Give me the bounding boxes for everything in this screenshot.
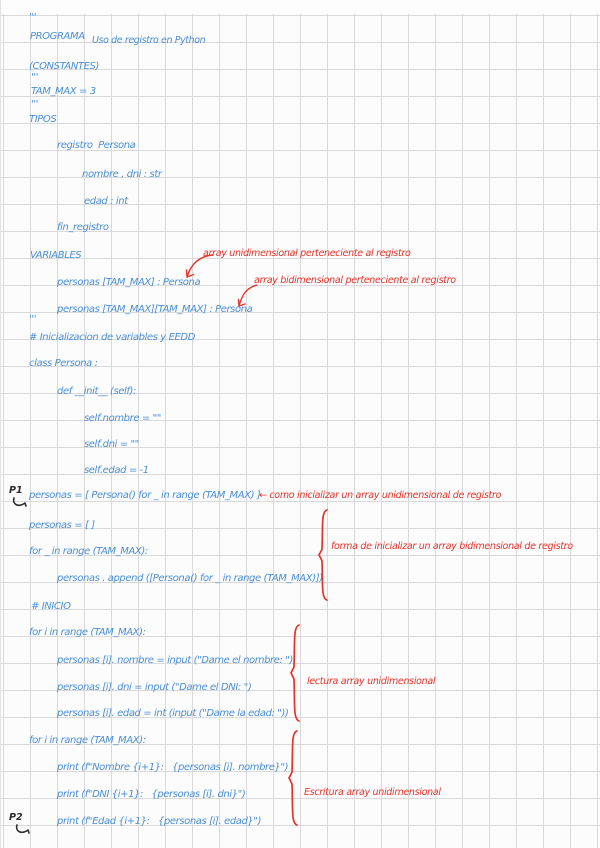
handwritten-code-line: personas [i]. nombre = input ("Dame el n… <box>57 655 293 666</box>
handwritten-code-line: personas = [ ] <box>29 520 95 531</box>
margin-marker-p2: P2 <box>9 812 23 823</box>
handwritten-code-line: self.dni = "" <box>84 439 139 450</box>
red-annotation: array bidimensional perteneciente al reg… <box>254 275 456 286</box>
swoosh-icon <box>12 497 27 507</box>
handwritten-code-line: TIPOS <box>29 114 57 125</box>
handwritten-code-line: personas [i]. dni = input ("Dame el DNI:… <box>57 682 252 693</box>
handwritten-code-line: class Persona : <box>29 358 98 369</box>
handwritten-code-line: print (f"Edad {i+1}: {personas [i]. edad… <box>57 816 262 827</box>
red-annotation: forma de inicializar un array bidimensio… <box>331 541 573 552</box>
handwritten-code-line: registro Persona <box>57 140 136 151</box>
handwritten-code-line: def __init__ (self): <box>57 386 137 397</box>
brace-icon <box>288 730 298 826</box>
handwritten-code-line: Uso de registro en Python <box>92 35 206 46</box>
handwritten-code-line: ''' <box>31 99 39 110</box>
handwritten-code-line: personas [TAM_MAX][TAM_MAX] : Persona <box>57 304 253 315</box>
brace-icon <box>318 509 328 601</box>
handwritten-code-line: # Inicializacion de variables y EEDD <box>29 332 196 343</box>
curved-arrow-icon <box>237 284 258 307</box>
curved-arrow-icon <box>185 254 214 278</box>
red-annotation: lectura array unidimensional <box>307 676 436 687</box>
handwritten-code-line: nombre , dni : str <box>82 169 162 180</box>
handwritten-code-line: print (f"Nombre {i+1}: {personas [i]. no… <box>57 762 289 773</box>
handwritten-code-line: for i in range (TAM_MAX): <box>29 627 146 638</box>
handwritten-code-line: print (f"DNI {i+1}: {personas [i]. dni}"… <box>57 789 246 800</box>
handwritten-code-line: for _ in range (TAM_MAX): <box>29 546 148 557</box>
handwritten-code-line: self.nombre = "" <box>84 413 162 424</box>
brace-icon <box>290 624 300 722</box>
handwritten-code-line: ''' <box>29 12 37 23</box>
red-annotation: ← como inicializar un array unidimension… <box>259 490 502 501</box>
handwritten-code-line: edad : int <box>84 196 128 207</box>
handwritten-code-line: personas [i]. edad = int (input ("Dame l… <box>57 708 289 719</box>
handwritten-code-line: ''' <box>29 314 37 325</box>
page-top-margin <box>1 0 600 14</box>
handwritten-code-line: for i in range (TAM_MAX): <box>29 735 146 746</box>
handwritten-code-line: self.edad = -1 <box>84 465 149 476</box>
handwritten-code-line: ''' <box>31 72 39 83</box>
swoosh-icon <box>15 824 30 834</box>
handwritten-code-line: personas . append ([Persona() for _ in r… <box>57 573 323 584</box>
red-annotation: Escritura array unidimensional <box>304 787 441 798</box>
handwritten-code-line: (CONSTANTES) <box>29 61 99 72</box>
handwritten-code-line: VARIABLES <box>30 250 82 261</box>
handwritten-code-line: # INICIO <box>31 601 71 612</box>
margin-marker-p1: P1 <box>9 485 23 496</box>
handwritten-code-line: personas = [ Persona() for _ in range (T… <box>29 490 261 501</box>
handwritten-code-line: fin_registro <box>57 222 109 233</box>
red-annotation: array unidimensional perteneciente al re… <box>203 248 411 259</box>
handwritten-code-line: PROGRAMA <box>30 31 85 42</box>
handwritten-code-line: personas [TAM_MAX] : Persona <box>57 277 201 288</box>
handwritten-code-line: TAM_MAX = 3 <box>31 86 96 97</box>
